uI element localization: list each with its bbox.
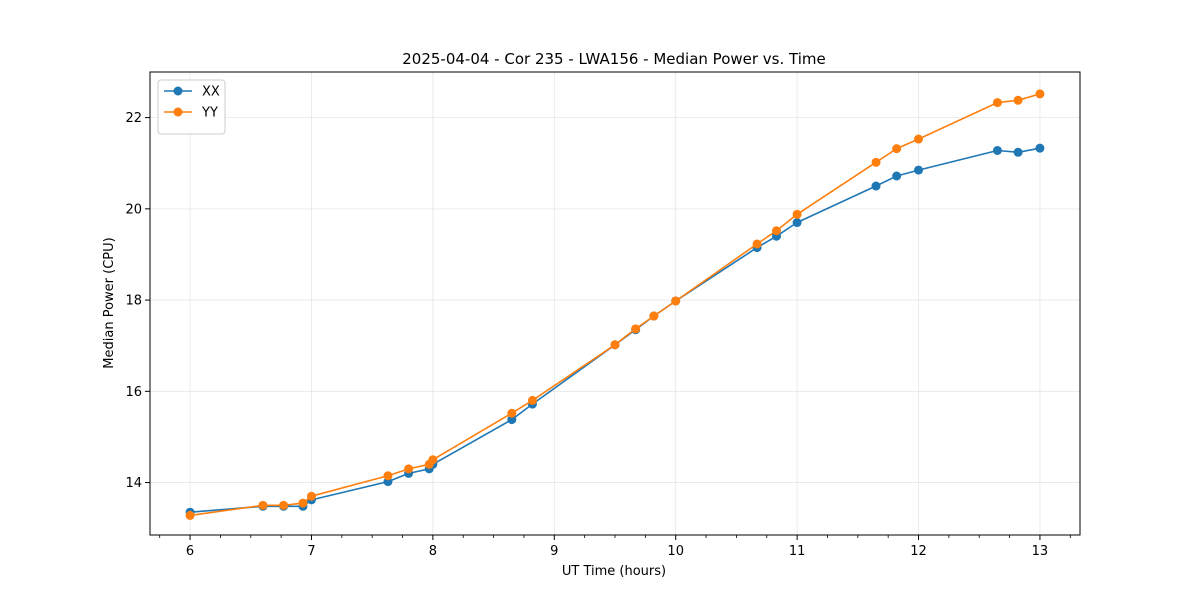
x-tick-label: 7 (307, 544, 315, 559)
data-point-yy (528, 396, 537, 405)
data-point-yy (428, 455, 437, 464)
data-point-yy (307, 492, 316, 501)
data-point-xx (872, 182, 881, 191)
data-point-yy (914, 135, 923, 144)
data-point-yy (993, 98, 1002, 107)
data-point-xx (993, 146, 1002, 155)
chart-title: 2025-04-04 - Cor 235 - LWA156 - Median P… (402, 50, 826, 68)
data-point-xx (892, 172, 901, 181)
x-tick-label: 9 (550, 544, 558, 559)
data-point-yy (1014, 96, 1023, 105)
data-point-yy (671, 296, 680, 305)
x-tick-label: 8 (429, 544, 437, 559)
legend-marker-xx (174, 87, 183, 96)
y-tick-label: 16 (125, 385, 142, 400)
data-point-yy (611, 340, 620, 349)
x-tick-label: 6 (186, 544, 194, 559)
data-point-yy (298, 499, 307, 508)
data-point-yy (1035, 89, 1044, 98)
chart-svg: 6 7 8 9 10 11 12 13 14 16 18 20 22 2025-04-04 - Cor … (0, 0, 1200, 600)
data-point-yy (186, 511, 195, 520)
chart-container: 6 7 8 9 10 11 12 13 14 16 18 20 22 2025-04-04 - Cor … (0, 0, 1200, 600)
data-point-xx (914, 166, 923, 175)
data-point-yy (793, 210, 802, 219)
y-tick-label: 20 (125, 202, 142, 217)
legend-label-yy: YY (201, 106, 218, 121)
x-tick-label: 13 (1032, 544, 1049, 559)
x-tick-label: 10 (667, 544, 684, 559)
y-tick-label: 18 (125, 294, 142, 309)
x-tick-label: 12 (910, 544, 927, 559)
x-axis-label: UT Time (hours) (562, 564, 666, 579)
data-point-yy (872, 158, 881, 167)
data-point-yy (258, 501, 267, 510)
legend: XX YY (158, 80, 225, 134)
data-point-xx (793, 218, 802, 227)
data-point-yy (404, 464, 413, 473)
legend-label-xx: XX (202, 85, 220, 100)
data-point-yy (631, 324, 640, 333)
data-point-yy (772, 226, 781, 235)
x-tick-label: 11 (789, 544, 806, 559)
data-point-yy (753, 239, 762, 248)
y-axis-label: Median Power (CPU) (102, 237, 117, 368)
data-point-yy (649, 312, 658, 321)
data-point-xx (1014, 148, 1023, 157)
data-point-xx (1035, 144, 1044, 153)
y-tick-label: 14 (125, 476, 142, 491)
data-point-yy (279, 501, 288, 510)
data-point-yy (383, 471, 392, 480)
data-point-yy (892, 144, 901, 153)
legend-marker-yy (174, 108, 183, 117)
y-tick-label: 22 (125, 111, 142, 126)
data-point-yy (507, 409, 516, 418)
